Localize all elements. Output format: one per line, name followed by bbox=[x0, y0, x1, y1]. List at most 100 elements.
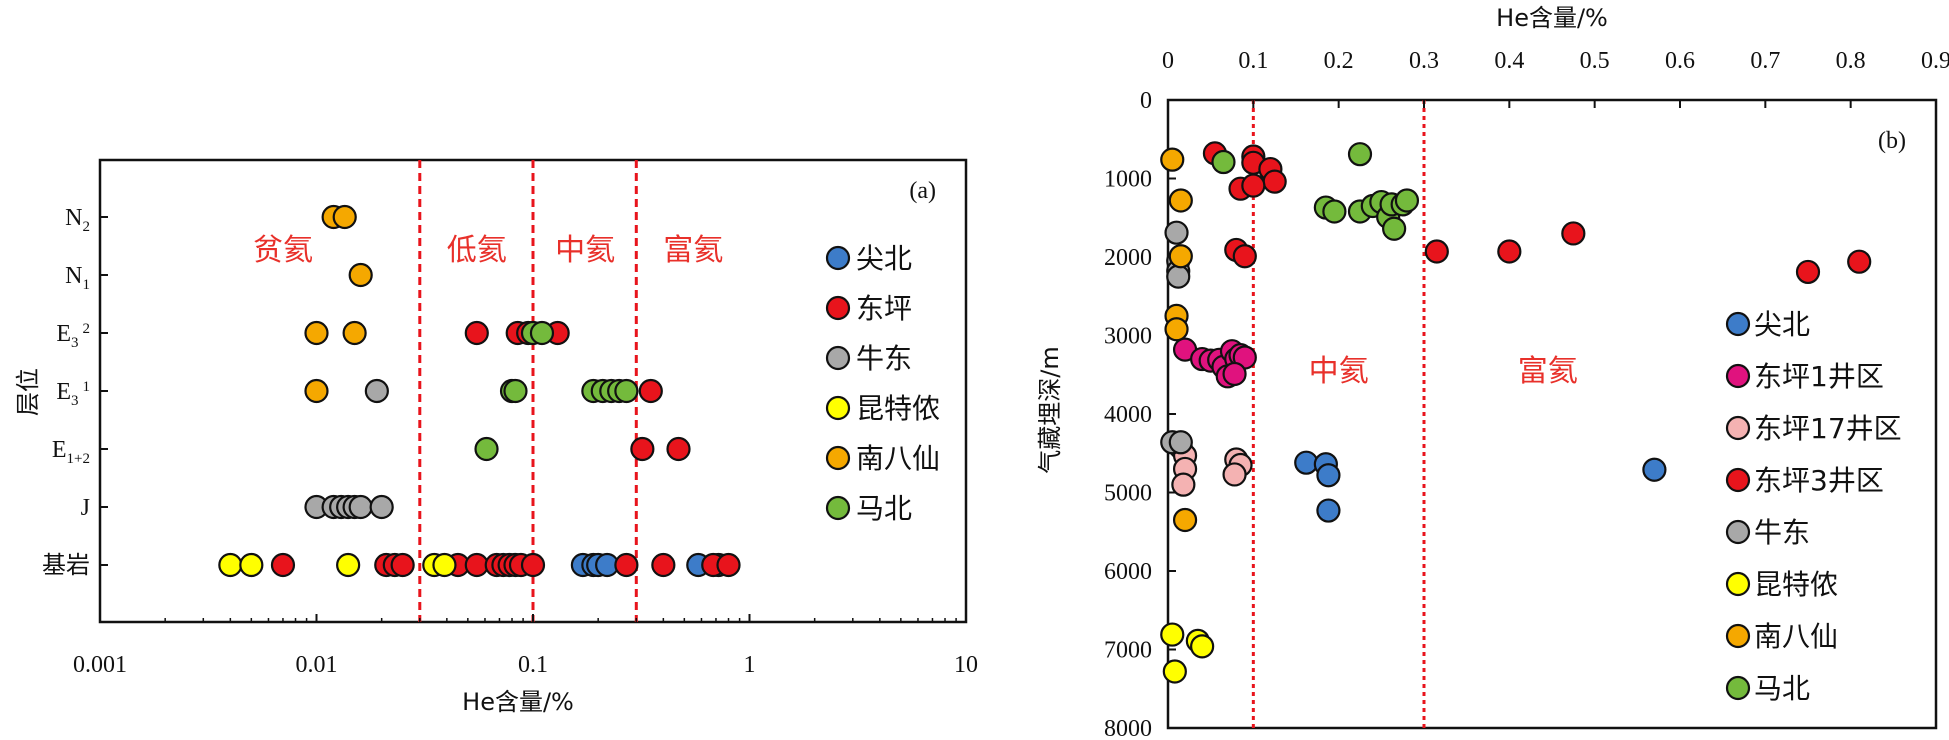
data-points-a bbox=[218, 204, 741, 578]
legend-marker bbox=[1725, 571, 1751, 597]
y-tick-label: 3000 bbox=[1104, 324, 1152, 350]
data-point bbox=[529, 320, 555, 346]
y-tick-label: 1000 bbox=[1104, 167, 1152, 193]
y-tick-subscript: 2 bbox=[83, 219, 91, 235]
y-axis-ticks-b: 0 1000 2000 3000 4000 5000 6000 7000 8000 bbox=[1104, 88, 1176, 740]
y-tick-main: E bbox=[56, 321, 71, 347]
data-point bbox=[239, 552, 264, 578]
data-point bbox=[432, 552, 457, 578]
legend-marker bbox=[1725, 519, 1751, 545]
legend-marker bbox=[825, 245, 851, 271]
data-point bbox=[1394, 188, 1420, 213]
threshold-lines-b bbox=[1251, 100, 1426, 728]
legend-label: 东坪1井区 bbox=[1754, 360, 1884, 393]
y-tick-label: 7000 bbox=[1104, 638, 1152, 664]
legend-marker bbox=[1725, 415, 1751, 441]
data-point bbox=[1316, 463, 1341, 488]
x-tick-label: 0 bbox=[1162, 48, 1174, 74]
data-point bbox=[348, 494, 373, 520]
data-points-b bbox=[1160, 141, 1872, 684]
y-axis-label-b: 气藏埋深/m bbox=[1036, 346, 1064, 473]
data-point bbox=[390, 552, 415, 578]
y-axis-label-a: 层位 bbox=[14, 368, 42, 416]
data-point bbox=[1164, 220, 1189, 245]
legend-marker bbox=[1725, 467, 1751, 493]
data-point bbox=[464, 320, 489, 346]
y-tick-label: 4000 bbox=[1104, 402, 1152, 428]
x-tick-label: 0.6 bbox=[1665, 48, 1695, 74]
legend-marker bbox=[1725, 675, 1751, 701]
data-point bbox=[503, 378, 528, 404]
data-point bbox=[1168, 430, 1193, 455]
data-point bbox=[332, 204, 357, 230]
x-tick-label: 10 bbox=[954, 652, 978, 678]
x-tick-label: 1 bbox=[744, 652, 756, 678]
data-point bbox=[520, 552, 546, 578]
data-point bbox=[1241, 173, 1266, 198]
zone-label: 中氦 bbox=[1309, 354, 1369, 389]
data-point bbox=[1424, 239, 1449, 264]
y-tick-label: J bbox=[81, 495, 90, 521]
legend-label: 马北 bbox=[1754, 672, 1810, 705]
x-tick-label: 0.5 bbox=[1580, 48, 1610, 74]
legend-marker bbox=[1725, 363, 1751, 389]
y-tick-label: 5000 bbox=[1104, 481, 1152, 507]
y-tick-label: E1+2 bbox=[52, 437, 90, 467]
data-point bbox=[1190, 634, 1215, 659]
legend-label: 昆特侬 bbox=[1754, 568, 1838, 601]
data-point bbox=[218, 552, 243, 578]
legend-marker bbox=[825, 345, 851, 371]
y-tick-label: N2 bbox=[65, 205, 90, 235]
x-tick-label: 0.2 bbox=[1324, 48, 1354, 74]
data-point bbox=[1168, 188, 1193, 213]
data-point bbox=[1795, 259, 1821, 285]
data-point bbox=[1382, 216, 1407, 241]
zone-label: 富氦 bbox=[1518, 354, 1578, 389]
data-point bbox=[1232, 244, 1257, 269]
threshold-lines-a bbox=[418, 160, 638, 622]
x-tick-label: 0.9 bbox=[1921, 48, 1949, 74]
y-tick-main: E bbox=[56, 379, 71, 405]
legend-marker bbox=[1725, 311, 1751, 337]
x-tick-label: 0.8 bbox=[1836, 48, 1866, 74]
legend-label: 东坪 bbox=[856, 292, 912, 325]
x-tick-label: 0.3 bbox=[1409, 48, 1439, 74]
legend-marker bbox=[825, 445, 851, 471]
y-tick-main: N bbox=[65, 205, 82, 231]
data-point bbox=[1642, 457, 1667, 482]
data-point bbox=[1561, 221, 1586, 246]
y-tick-subscript: 3 bbox=[71, 393, 79, 409]
panel-b: 0 0.1 0.2 0.3 0.4 0.5 0.6 0.7 0.8 0.9 0 1000 2000 30… bbox=[1036, 4, 1949, 740]
zone-label: 贫氦 bbox=[253, 233, 313, 268]
legend-label: 牛东 bbox=[856, 342, 912, 375]
data-point bbox=[270, 552, 296, 578]
legend-marker bbox=[825, 295, 851, 321]
data-point bbox=[336, 552, 361, 578]
data-point bbox=[1222, 462, 1247, 487]
data-point bbox=[1160, 622, 1185, 647]
y-tick-label: 8000 bbox=[1104, 716, 1152, 740]
y-tick-label: 2000 bbox=[1104, 245, 1152, 271]
y-tick-label: 6000 bbox=[1104, 559, 1152, 585]
legend-label: 尖北 bbox=[856, 242, 912, 275]
data-point bbox=[369, 494, 394, 520]
data-point bbox=[630, 436, 655, 462]
data-point bbox=[1847, 249, 1872, 274]
x-tick-label: 0.001 bbox=[73, 652, 127, 678]
data-point bbox=[638, 378, 663, 404]
y-tick-label: 0 bbox=[1140, 88, 1152, 114]
data-point bbox=[716, 552, 741, 578]
panel-label-b: (b) bbox=[1878, 128, 1906, 154]
data-point bbox=[1166, 264, 1191, 289]
y-tick-superscript: 1 bbox=[83, 379, 91, 395]
data-point bbox=[1171, 472, 1196, 497]
legend-label: 马北 bbox=[856, 492, 912, 525]
data-point bbox=[614, 378, 639, 404]
data-point bbox=[342, 320, 367, 346]
y-tick-main: N bbox=[65, 263, 82, 289]
data-point bbox=[651, 552, 676, 578]
x-tick-label: 0.01 bbox=[296, 652, 338, 678]
